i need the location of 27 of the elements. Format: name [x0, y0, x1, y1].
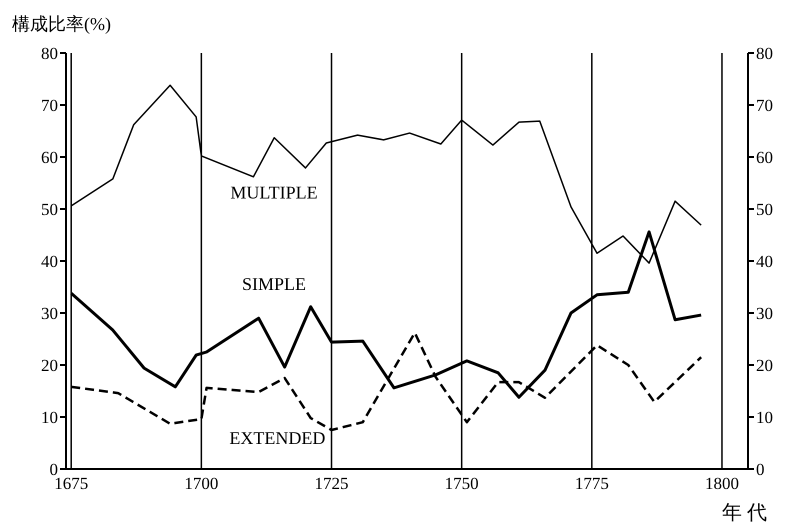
y2-tick-label: 80 [756, 44, 773, 64]
y-tick-label: 50 [41, 200, 58, 220]
y-tick-label: 80 [41, 44, 58, 64]
y2-tick-label: 50 [756, 200, 773, 220]
x-tick-label: 1725 [314, 474, 349, 494]
y2-tick-label: 30 [756, 304, 773, 324]
series-label: SIMPLE [242, 274, 306, 294]
x-tick-label: 1800 [704, 474, 739, 494]
y2-tick-label: 70 [756, 96, 773, 116]
y-axis-title: 構成比率(%) [12, 14, 111, 34]
x-tick-label: 1700 [184, 474, 218, 494]
y2-tick-label: 10 [756, 408, 773, 428]
y-tick-label: 70 [41, 96, 58, 116]
y-tick-label: 30 [41, 304, 58, 324]
x-axis-title: 年 代 [722, 502, 767, 524]
y-tick-label: 10 [41, 408, 58, 428]
y2-tick-label: 0 [756, 460, 764, 480]
x-tick-label: 1750 [444, 474, 479, 494]
x-tick-label: 1775 [574, 474, 609, 494]
series-label: EXTENDED [229, 428, 326, 448]
y2-tick-label: 40 [756, 252, 773, 272]
series-label: MULTIPLE [230, 182, 318, 203]
y2-tick-label: 20 [756, 356, 773, 376]
y-tick-label: 40 [41, 252, 58, 272]
y2-tick-label: 60 [756, 148, 773, 168]
y-tick-label: 60 [41, 148, 58, 168]
y-tick-label: 20 [41, 356, 58, 376]
